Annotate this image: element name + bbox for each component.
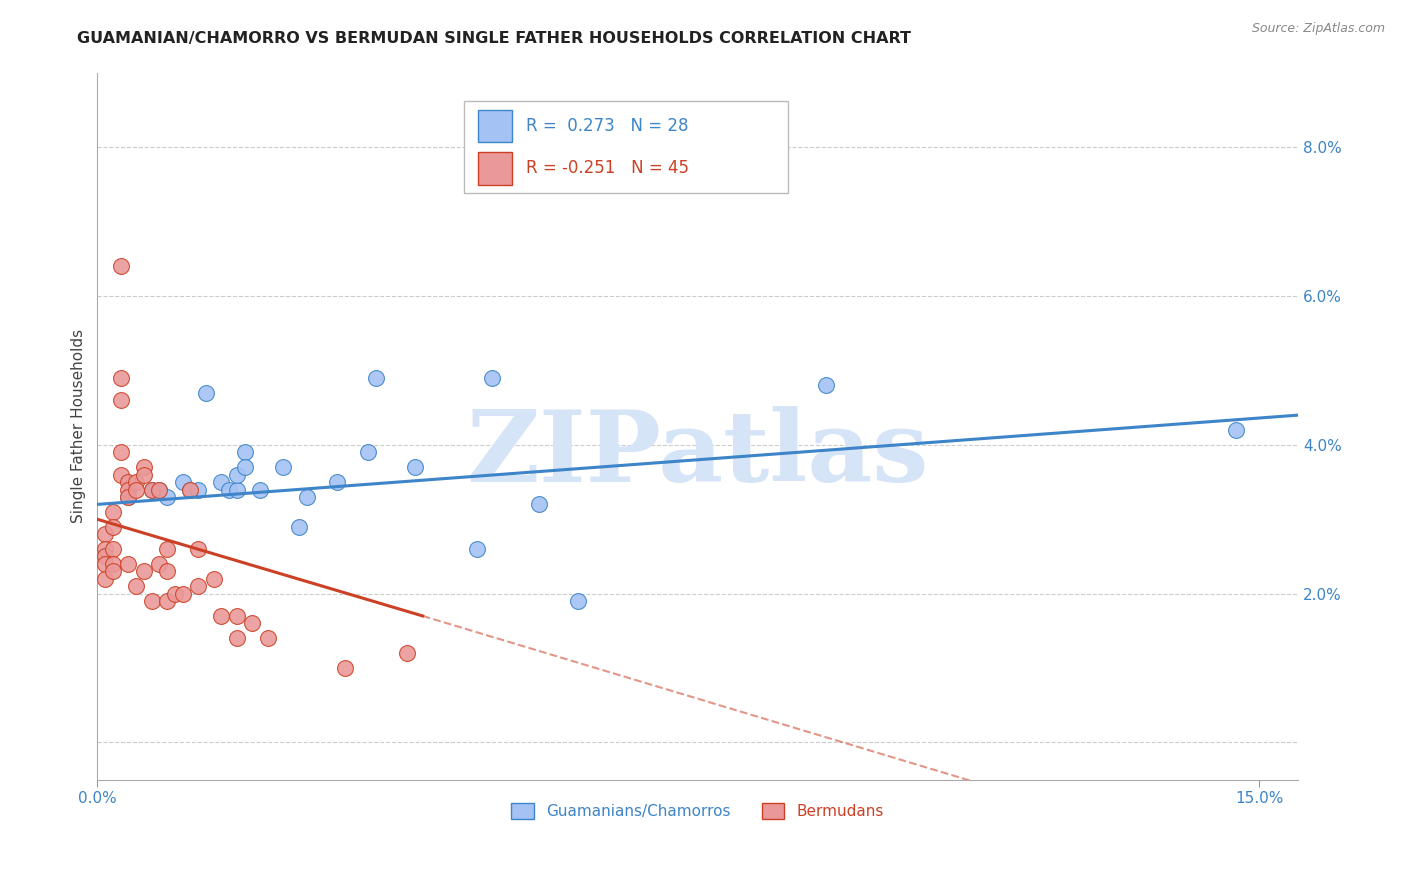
Point [141, 483, 163, 497]
Point [366, 371, 388, 385]
Point [101, 505, 124, 519]
Point [527, 497, 550, 511]
Point [163, 587, 186, 601]
Point [110, 445, 132, 459]
FancyBboxPatch shape [478, 110, 512, 142]
Point [194, 385, 217, 400]
Point [287, 519, 309, 533]
Point [110, 371, 132, 385]
Point [271, 460, 294, 475]
Text: R = -0.251   N = 45: R = -0.251 N = 45 [526, 160, 689, 178]
Point [326, 475, 349, 489]
Point [132, 467, 155, 482]
Point [357, 445, 380, 459]
Point [179, 483, 201, 497]
Point [132, 565, 155, 579]
Point [101, 557, 124, 571]
Point [156, 541, 179, 556]
Point [225, 483, 247, 497]
Point [101, 519, 124, 533]
Text: GUAMANIAN/CHAMORRO VS BERMUDAN SINGLE FATHER HOUSEHOLDS CORRELATION CHART: GUAMANIAN/CHAMORRO VS BERMUDAN SINGLE FA… [77, 31, 911, 46]
Point [225, 467, 247, 482]
Point [141, 594, 163, 608]
Text: ZIPatlas: ZIPatlas [467, 406, 929, 503]
Point [125, 475, 148, 489]
Point [218, 483, 240, 497]
Point [396, 646, 419, 660]
Point [256, 632, 278, 646]
Point [209, 475, 232, 489]
Point [148, 483, 170, 497]
Point [125, 483, 148, 497]
Point [141, 483, 163, 497]
Point [117, 490, 139, 504]
Point [117, 475, 139, 489]
Point [249, 483, 271, 497]
Point [117, 490, 139, 504]
Point [233, 445, 256, 459]
Point [94, 527, 117, 541]
Point [225, 609, 247, 624]
Point [94, 541, 117, 556]
Point [335, 661, 357, 675]
Point [156, 565, 179, 579]
Point [156, 490, 179, 504]
Legend: Guamanians/Chamorros, Bermudans: Guamanians/Chamorros, Bermudans [505, 797, 890, 825]
Point [240, 616, 263, 631]
Point [172, 475, 194, 489]
Point [172, 587, 194, 601]
Point [465, 541, 488, 556]
Point [117, 483, 139, 497]
Point [567, 594, 589, 608]
Text: R =  0.273   N = 28: R = 0.273 N = 28 [526, 117, 689, 135]
Y-axis label: Single Father Households: Single Father Households [72, 329, 86, 524]
Point [110, 467, 132, 482]
Point [404, 460, 426, 475]
Point [209, 609, 232, 624]
Point [295, 490, 318, 504]
Point [187, 541, 209, 556]
Point [94, 557, 117, 571]
Point [148, 557, 170, 571]
Point [110, 393, 132, 408]
Point [148, 483, 170, 497]
Point [110, 260, 132, 274]
Point [125, 579, 148, 593]
Point [202, 572, 225, 586]
Point [233, 460, 256, 475]
FancyBboxPatch shape [464, 102, 787, 193]
Point [94, 572, 117, 586]
Point [481, 371, 503, 385]
Point [814, 378, 837, 392]
Text: Source: ZipAtlas.com: Source: ZipAtlas.com [1251, 22, 1385, 36]
Point [132, 460, 155, 475]
Point [1225, 423, 1247, 437]
Point [225, 632, 247, 646]
Point [156, 594, 179, 608]
Point [187, 579, 209, 593]
Point [187, 483, 209, 497]
FancyBboxPatch shape [478, 153, 512, 185]
Point [101, 541, 124, 556]
Point [101, 565, 124, 579]
Point [94, 549, 117, 564]
Point [179, 483, 201, 497]
Point [117, 557, 139, 571]
